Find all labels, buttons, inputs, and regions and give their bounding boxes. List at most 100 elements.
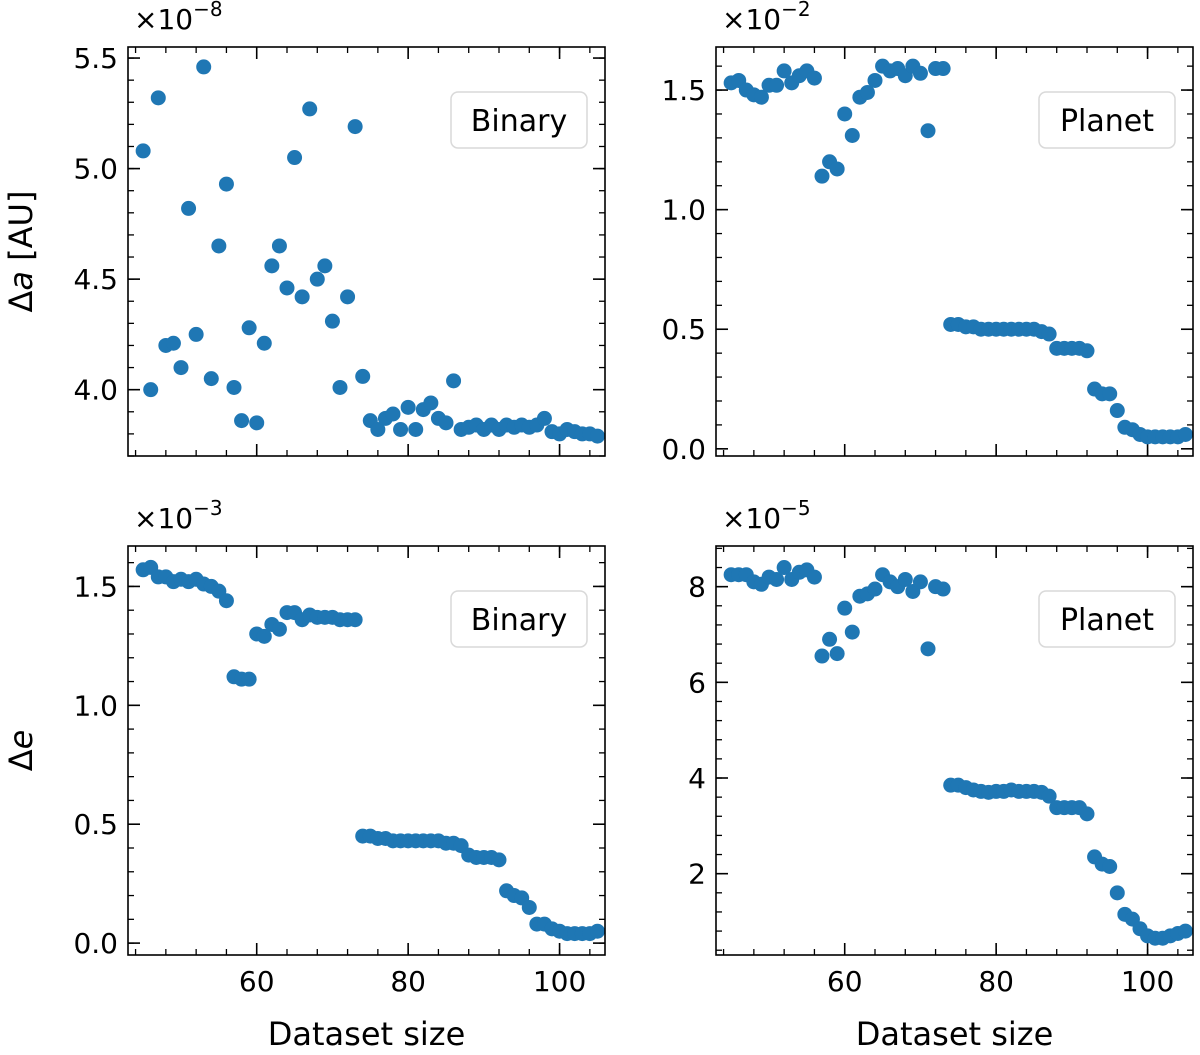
data-point: [340, 289, 356, 305]
data-point: [165, 335, 181, 351]
axis-multiplier-base: ×10: [722, 3, 781, 36]
data-point: [753, 89, 769, 105]
data-point: [1177, 426, 1193, 442]
data-point: [935, 61, 951, 77]
legend-label: Binary: [471, 603, 567, 638]
major-ticks: [716, 47, 1193, 456]
y-axis-label: Δe: [2, 730, 40, 772]
data-point: [302, 101, 318, 117]
y-axis-label-prefix: Δ: [2, 749, 40, 771]
data-point: [355, 368, 371, 384]
data-point: [234, 413, 250, 429]
chart-panel-3: 0.0 0.5 1.0 1.5 60 80 100 Dataset size Δe ×10−3 Bi…: [2, 496, 606, 1053]
data-point: [211, 238, 227, 254]
y-tick-label: 4.0: [73, 374, 118, 407]
data-point: [271, 238, 287, 254]
y-axis-label-variable: e: [2, 730, 40, 750]
data-point: [859, 84, 875, 100]
data-point: [423, 395, 439, 411]
data-point: [867, 72, 883, 88]
data-point: [867, 581, 883, 597]
data-series: [135, 59, 605, 444]
data-point: [844, 624, 860, 640]
data-series: [723, 58, 1193, 445]
major-ticks: [128, 546, 605, 955]
data-point: [814, 168, 830, 184]
y-tick-label: 4: [688, 762, 706, 795]
chart-panel-4: 2 4 6 8 60 80 100 Dataset size ×10−5 Planet: [688, 496, 1194, 1053]
x-tick-label: 60: [827, 965, 863, 998]
y-tick-label: 2: [688, 858, 706, 891]
data-point: [1109, 885, 1125, 901]
axis-multiplier-base: ×10: [722, 502, 781, 535]
axis-multiplier: ×10−8: [134, 0, 223, 36]
data-point: [1102, 386, 1118, 402]
data-point: [589, 428, 605, 444]
y-tick-label: 0.5: [661, 313, 706, 346]
data-point: [806, 70, 822, 86]
data-point: [536, 410, 552, 426]
y-axis-label-unit: [AU]: [2, 191, 40, 271]
data-point: [769, 571, 785, 587]
data-point: [1102, 859, 1118, 875]
data-point: [920, 123, 936, 139]
data-point: [438, 415, 454, 431]
data-point: [294, 289, 310, 305]
chart-panel-1: 4.0 4.5 5.0 5.5 Δa [AU] ×10−8 Binary: [2, 0, 606, 457]
data-point: [1079, 343, 1095, 359]
legend-box: [1038, 590, 1176, 648]
axis-multiplier: ×10−5: [722, 496, 811, 535]
y-tick-label: 0.0: [661, 433, 706, 466]
chart-panel-2: 0.0 0.5 1.0 1.5 ×10−2 Planet: [661, 0, 1194, 466]
y-tick-label: 8: [688, 571, 706, 604]
x-tick-label: 60: [239, 965, 275, 998]
major-ticks: [716, 546, 1193, 955]
data-point: [776, 560, 792, 576]
data-point: [279, 280, 295, 296]
data-point: [135, 143, 151, 159]
data-point: [837, 600, 853, 616]
data-point: [806, 569, 822, 585]
data-point: [188, 326, 204, 342]
legend-box: [450, 590, 588, 648]
x-tick-label: 80: [978, 965, 1014, 998]
axes-frame: [715, 46, 1194, 457]
data-point: [408, 421, 424, 437]
data-point: [317, 258, 333, 274]
x-tick-label: 100: [1121, 965, 1174, 998]
data-point: [829, 161, 845, 177]
data-point: [143, 382, 159, 398]
x-tick-label: 80: [390, 965, 426, 998]
axis-multiplier-exponent: −5: [781, 496, 810, 520]
data-point: [203, 371, 219, 387]
data-point: [218, 176, 234, 192]
data-point: [814, 648, 830, 664]
y-tick-label: 0.5: [73, 808, 118, 841]
data-point: [1041, 788, 1057, 804]
data-point: [385, 406, 401, 422]
legend-box: [1038, 91, 1176, 149]
axes-frame: [127, 46, 606, 457]
legend-label: Binary: [471, 104, 567, 139]
data-point: [829, 646, 845, 662]
data-point: [264, 258, 280, 274]
data-point: [776, 63, 792, 79]
data-point: [400, 399, 416, 415]
data-point: [332, 379, 348, 395]
data-point: [218, 593, 234, 609]
data-point: [446, 373, 462, 389]
x-axis-label: Dataset size: [856, 1015, 1054, 1053]
data-point: [912, 574, 928, 590]
data-point: [822, 631, 838, 647]
legend-label: Planet: [1060, 104, 1154, 139]
data-point: [249, 415, 265, 431]
data-point: [241, 320, 257, 336]
data-point: [1109, 403, 1125, 419]
data-point: [324, 313, 340, 329]
data-point: [347, 119, 363, 135]
axes-frame: [127, 545, 606, 956]
y-axis-label: Δa [AU]: [2, 191, 40, 313]
data-point: [226, 379, 242, 395]
axis-multiplier-exponent: −3: [193, 496, 222, 520]
